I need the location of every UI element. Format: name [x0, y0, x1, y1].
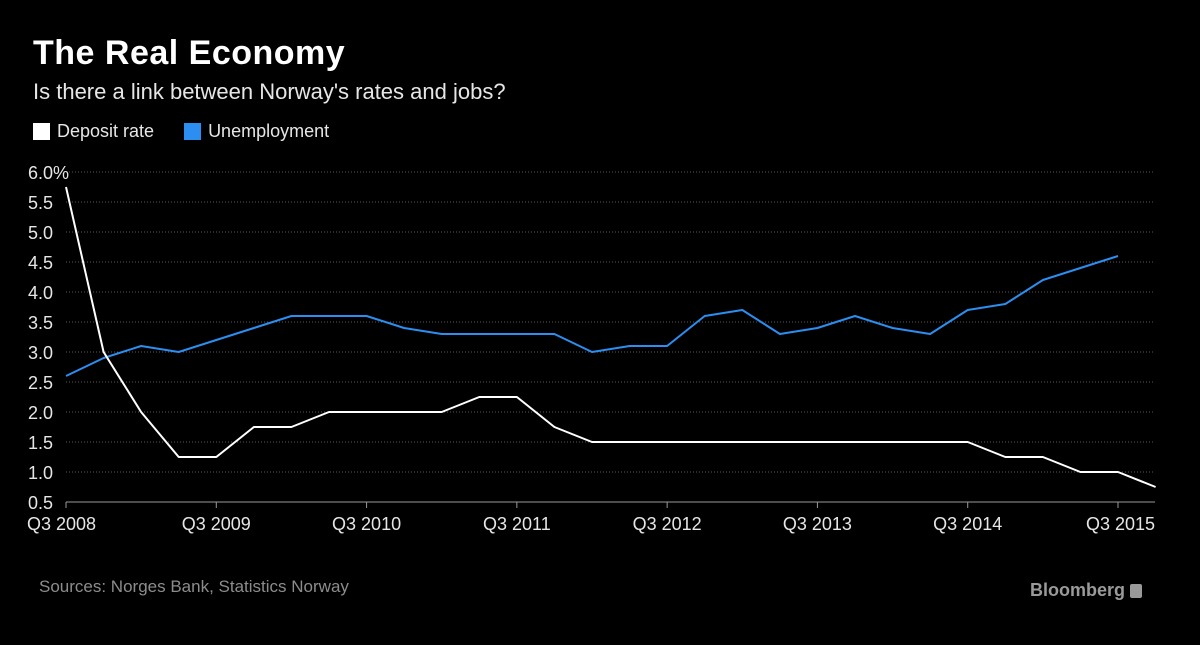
y-tick-label: 1.5	[28, 433, 53, 453]
y-tick-label: 5.0	[28, 223, 53, 243]
y-tick-label: 2.0	[28, 403, 53, 423]
series-line-unemployment	[65, 255, 1119, 377]
x-tick-label: Q3 2014	[933, 514, 1002, 534]
legend: Deposit rate Unemployment	[33, 121, 359, 142]
y-tick-label: 3.0	[28, 343, 53, 363]
y-tick-label: 1.0	[28, 463, 53, 483]
bloomberg-icon	[1130, 583, 1143, 598]
x-tick-label: Q3 2013	[783, 514, 852, 534]
y-tick-label: 5.5	[28, 193, 53, 213]
y-tick-label: 4.0	[28, 283, 53, 303]
x-tick-label: Q3 2009	[182, 514, 251, 534]
x-tick-label: Q3 2015	[1086, 514, 1155, 534]
legend-item-deposit-rate: Deposit rate	[33, 121, 154, 142]
legend-swatch-unemployment	[184, 123, 202, 140]
chart-title: The Real Economy	[33, 34, 346, 72]
series-line-deposit-rate	[65, 186, 1156, 488]
legend-label-unemployment: Unemployment	[208, 121, 330, 141]
brand-logo: Bloomberg	[1030, 580, 1143, 601]
legend-label-deposit-rate: Deposit rate	[57, 121, 155, 141]
y-tick-label: 3.5	[28, 313, 53, 333]
legend-swatch-deposit-rate	[33, 123, 50, 140]
y-tick-label: 6.0%	[28, 163, 69, 183]
x-tick-label: Q3 2011	[483, 514, 551, 534]
x-tick-label: Q3 2010	[332, 514, 401, 534]
y-tick-label: 2.5	[28, 373, 53, 393]
chart-subtitle: Is there a link between Norway's rates a…	[33, 79, 506, 104]
legend-item-unemployment: Unemployment	[184, 121, 329, 142]
y-tick-label: 0.5	[28, 493, 53, 513]
x-tick-label: Q3 2008	[27, 514, 96, 534]
brand-name: Bloomberg	[1030, 580, 1126, 600]
x-tick-label: Q3 2012	[633, 514, 702, 534]
source-note: Sources: Norges Bank, Statistics Norway	[39, 577, 349, 596]
y-tick-label: 4.5	[28, 253, 53, 273]
